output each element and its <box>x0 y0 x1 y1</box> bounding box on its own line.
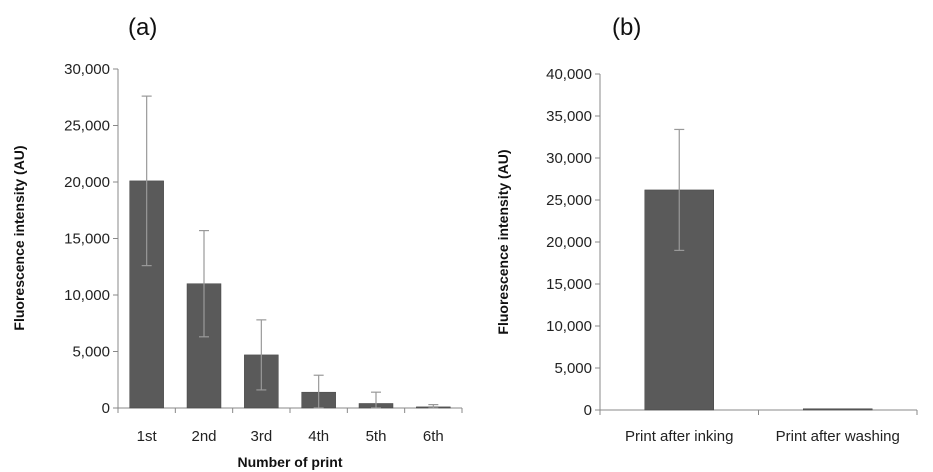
chart-a-y-axis-title: Fluorescence intensity (AU) <box>11 145 27 330</box>
chart-a-x-tick-label: 1st <box>137 428 158 445</box>
chart-a-panel-label: (a) <box>128 14 157 41</box>
chart-b-panel-label: (b) <box>612 14 641 41</box>
chart-b-y-axis-title: Fluorescence intensity (AU) <box>495 149 511 334</box>
chart-b-y-tick-label: 30,000 <box>546 150 592 167</box>
chart-b-y-tick-label: 5,000 <box>554 360 592 377</box>
chart-a-x-tick-label: 6th <box>423 428 444 445</box>
chart-a-y-tick-label: 10,000 <box>64 287 110 304</box>
chart-b-y-tick-label: 0 <box>584 402 592 419</box>
chart-a-x-axis-title: Number of print <box>238 454 343 470</box>
chart-b-x-tick-label: Print after washing <box>776 428 900 445</box>
chart-b-y-tick-label: 35,000 <box>546 108 592 125</box>
chart-a-y-tick-label: 15,000 <box>64 231 110 248</box>
chart-a-x-tick-label: 3rd <box>250 428 272 445</box>
chart-a-y-tick-label: 25,000 <box>64 118 110 135</box>
chart-b-y-tick-label: 10,000 <box>546 318 592 335</box>
chart-b-y-tick-label: 20,000 <box>546 234 592 251</box>
chart-a-x-tick-label: 4th <box>308 428 329 445</box>
chart-a-y-tick-label: 5,000 <box>72 344 110 361</box>
chart-b-y-tick-label: 40,000 <box>546 66 592 83</box>
chart-b-y-tick-label: 15,000 <box>546 276 592 293</box>
chart-b-y-tick-label: 25,000 <box>546 192 592 209</box>
chart-a-y-tick-label: 0 <box>102 400 110 417</box>
chart-a-y-tick-label: 30,000 <box>64 61 110 78</box>
chart-a-x-tick-label: 2nd <box>191 428 216 445</box>
chart-b-x-tick-label: Print after inking <box>625 428 733 445</box>
chart-b-bar <box>803 408 873 411</box>
chart-a-y-tick-label: 20,000 <box>64 174 110 191</box>
chart-a-x-tick-label: 5th <box>366 428 387 445</box>
